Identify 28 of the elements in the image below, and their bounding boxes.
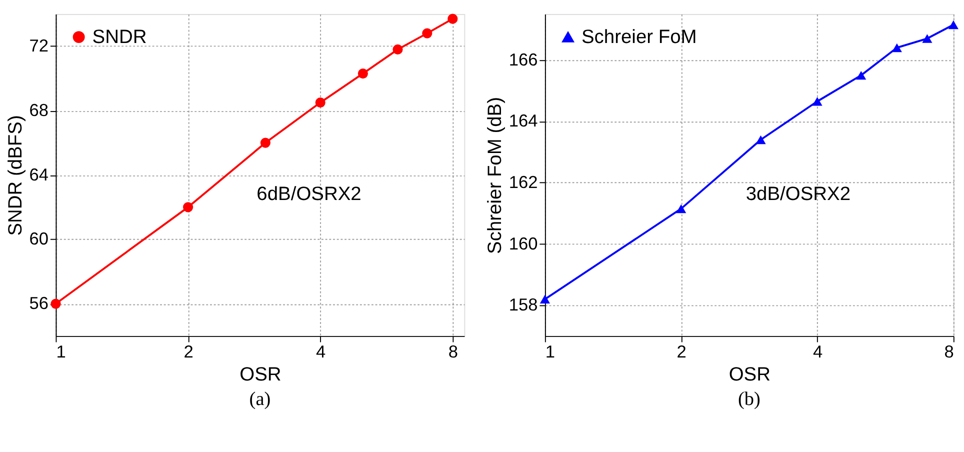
x-tick-label: 2 (184, 342, 194, 362)
y-tick-label: 162 (508, 172, 538, 192)
x-tick-label: 8 (944, 342, 954, 362)
y-tick-label: 68 (29, 100, 49, 120)
x-tick-label: 8 (448, 342, 458, 362)
text: (b) (738, 389, 760, 410)
y-tick-label: 60 (29, 228, 49, 249)
y-tick-label: 158 (508, 294, 538, 315)
x-tick-label: 4 (316, 342, 326, 362)
text: (a) (249, 389, 271, 410)
annotation: 3dB/OSRX2 (746, 184, 851, 206)
y-tick-label: 64 (29, 164, 49, 184)
x-tick-label: 4 (812, 342, 823, 362)
annotation: 6dB/OSRX2 (256, 184, 362, 206)
y-axis-title: Schreier FoM (dB) (485, 96, 506, 254)
legend-label: SNDR (92, 26, 147, 48)
x-tick-label: 1 (56, 342, 66, 362)
legend-label: Schreier FoM (581, 26, 697, 48)
x-axis-title: OSR (240, 364, 282, 386)
y-tick-label: 56 (29, 293, 49, 314)
x-axis-title: OSR (728, 364, 770, 386)
y-tick-label: 166 (508, 49, 538, 70)
y-axis-title: SNDR (dBFS) (6, 115, 27, 236)
y-tick-label: 160 (508, 233, 538, 254)
x-tick-label: 1 (545, 342, 556, 362)
y-tick-label: 72 (29, 35, 49, 56)
y-tick-label: 164 (508, 110, 538, 131)
x-tick-label: 2 (676, 342, 686, 362)
